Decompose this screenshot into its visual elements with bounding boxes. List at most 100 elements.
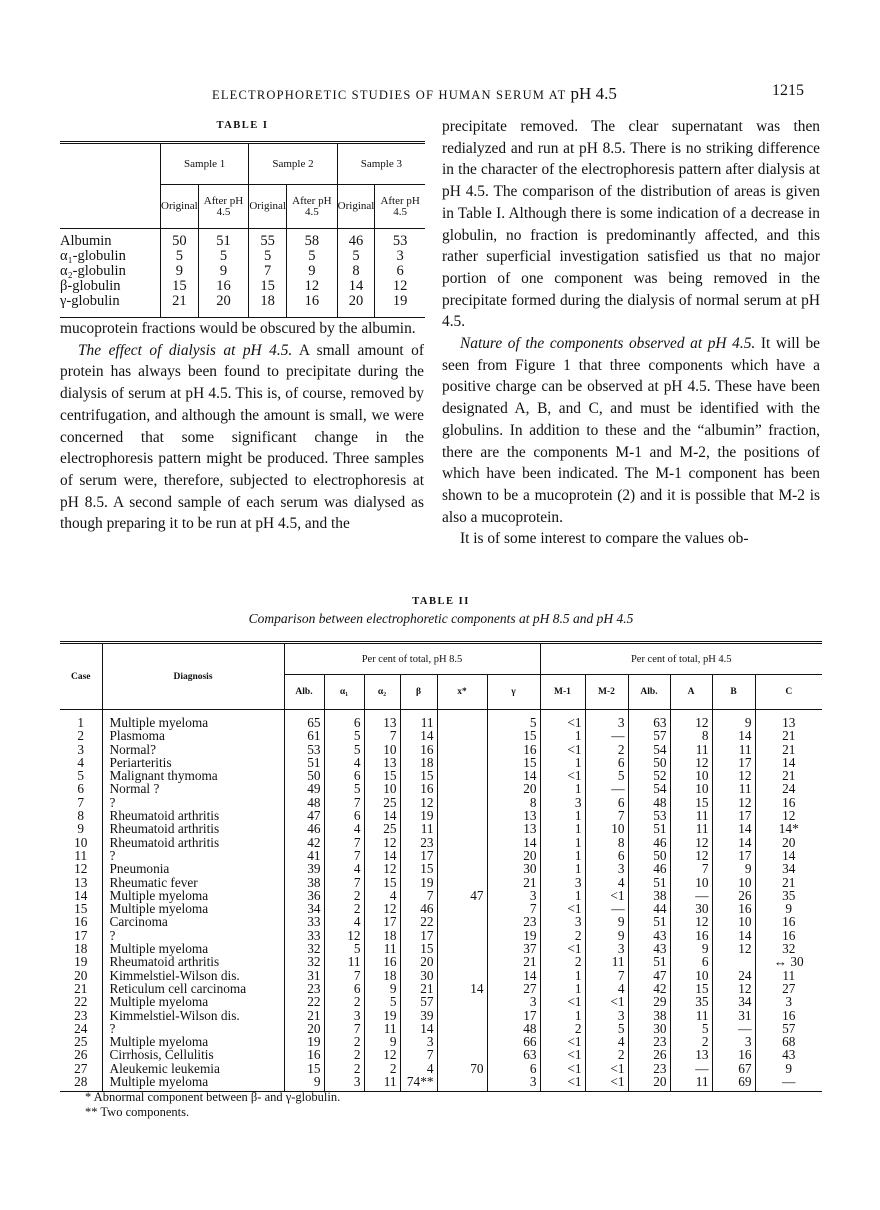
table-2-cell: ↔ 30 [754,955,822,969]
table-2-cell: 20 [754,835,822,849]
table-2-row: 9 Rheumatoid arthritis 46 4 25 11 13 1 10 51 11 14 1… [60,822,822,836]
table-2-cell: 65 [283,709,324,730]
table-2-cell: 3 [399,1035,437,1048]
table-2-cell: 15 [669,982,712,995]
group-header-ph85: Per cent of total, pH 8.5 [283,642,540,675]
table-2-cell: 4 [323,756,364,769]
table-2-cell: 46 [627,862,670,876]
case-number: 10 [74,834,88,850]
table-1-cell: 50 [160,228,199,249]
table-2-cell: 2 [584,1048,628,1062]
table-2-grid: Case Diagnosis Per cent of total, pH 8.5… [60,641,822,1093]
table-2-cell [436,709,487,730]
table-2-cell: 66 [486,1035,540,1048]
table-1-cell: 12 [374,279,425,294]
table-2-cell: 11 [669,742,712,756]
table-2-cell: 2 [323,1061,364,1075]
table-1-group: Sample 3 [336,142,425,185]
case-number: 22 [74,994,88,1010]
table-2-cell: — [669,889,712,902]
table-2-cell: 3 [711,1035,755,1048]
table-2-cell: 27 [486,982,540,995]
table-2-cell: 16 [363,955,400,969]
column-header: B [711,674,755,710]
table-2-cell [436,915,487,929]
table-2-cell: 6 [669,955,712,969]
table-2-cell: 15 [399,769,437,782]
column-header: A [669,674,712,710]
table-2-cell: 7 [399,889,437,902]
table-2-cell: 31 [283,968,324,982]
table-2-cell: 70 [436,1061,487,1075]
table-1-cell: 5 [336,249,375,264]
table-2-cell: 7 [399,1048,437,1062]
case-number: 5 [77,768,85,784]
table-2-cell: 30 [627,1022,670,1035]
table-2-cell: 21 [754,875,822,889]
table-2-cell: 14 [711,822,755,836]
table-2-cell: 5 [323,742,364,756]
diagnosis: Multiple myeloma [101,1075,284,1092]
table-2-cell: <1 [539,1061,585,1075]
case-number: 13 [74,874,88,890]
table-2-cell: 22 [283,995,324,1009]
table-2-cell: 20 [486,782,540,796]
table-2-cell: 9 [584,915,628,929]
table-2-cell: 14 [711,928,755,942]
paragraph-text: It will be seen from Figure 1 that three… [442,335,820,526]
table-2-cell: 5 [486,709,540,730]
table-2-cell: 21 [399,982,437,995]
table-2-cell: 46 [283,822,324,836]
table-2-cell: 37 [486,942,540,955]
table-2-cell: 51 [283,756,324,769]
table-2-cell: 1 [539,862,585,876]
case-number: 24 [74,1020,88,1036]
table-2-cell: 14 [754,849,822,862]
table-1-cell: 5 [286,249,338,264]
table-2-cell: — [711,1022,755,1035]
table-1-row: Albumin 50 51 55 58 46 53 [60,228,425,249]
table-1-grid: Sample 1 Sample 2 Sample 3 Original After… [60,141,425,318]
table-2-cell: 12 [754,809,822,822]
diagnosis: Rheumatoid arthritis [101,835,284,849]
table-2-cell: 3 [486,889,540,902]
table-2-cell: 4 [584,982,628,995]
table-2-cell: 16 [711,1048,755,1062]
table-2-cell: 1 [539,729,585,743]
table-2-cell: <1 [539,742,585,756]
table-1-cell: 55 [248,228,287,249]
table-2-cell [436,942,487,956]
table-2-cell: 17 [399,849,437,862]
table-1-cell: 16 [286,294,338,318]
table-2-cell: 6 [584,795,628,809]
case-number: 15 [74,901,88,917]
table-2-cell: 50 [627,849,670,862]
table-2-row: 24 ? 20 7 11 14 48 2 5 30 5—57 [60,1022,822,1035]
table-2-cell: 47 [283,809,324,822]
table-2-cell: 9 [283,1075,324,1092]
table-2-cell: 5 [584,1022,628,1035]
table-2-cell: 2 [584,742,628,756]
table-2-cell: — [584,902,628,915]
table-2-cell: 15 [363,875,400,889]
table-2-cell: 1 [539,849,585,862]
table-2-cell: 54 [627,782,670,796]
table-2-cell [436,875,487,889]
table-2-cell: — [584,782,628,796]
table-2-cell: 1 [539,782,585,796]
table-2-row: 10 Rheumatoid arthritis 42 7 12 23 14 1 8 46 12 14 2… [60,834,822,850]
diagnosis: Rheumatoid arthritis [101,809,284,822]
table-2-cell: 11 [711,782,755,796]
left-column-text: mucoprotein fractions would be obscured … [60,318,424,535]
table-1-subheader: After pH 4.5 [286,184,338,229]
table-2-row: 18 Multiple myeloma 32 5 11 15 37 <1 3 43 9 12 32 [60,942,822,955]
diagnosis: Multiple myeloma [101,709,284,730]
right-column-text: precipitate removed. The clear supernata… [442,116,820,550]
table-2-cell: 11 [363,942,400,955]
diagnosis: Cirrhosis, Cellulitis [101,1048,284,1062]
table-2-cell: 30 [486,862,540,876]
column-header: γ [486,674,540,710]
table-2-cell: <1 [539,1035,585,1048]
case-number: 27 [74,1060,88,1076]
table-1-cell: 6 [374,264,425,279]
